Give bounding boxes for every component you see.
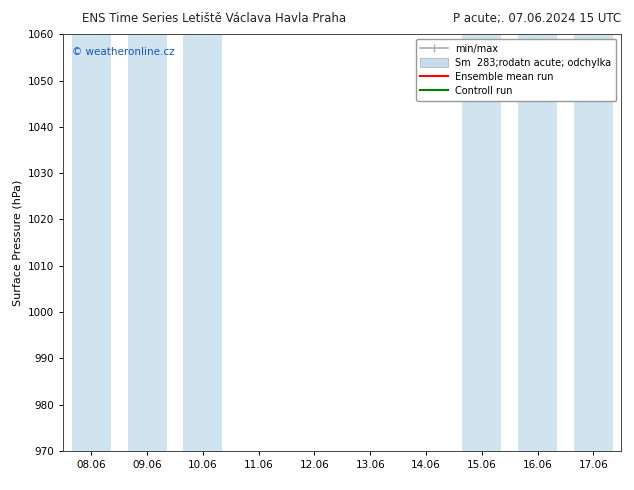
Bar	[183, 34, 223, 451]
Y-axis label: Surface Pressure (hPa): Surface Pressure (hPa)	[13, 179, 23, 306]
Bar	[518, 34, 557, 451]
Bar	[72, 34, 111, 451]
Bar	[127, 34, 167, 451]
Bar	[462, 34, 501, 451]
Text: ENS Time Series Letiště Václava Havla Praha: ENS Time Series Letiště Václava Havla Pr…	[82, 12, 347, 25]
Bar	[574, 34, 613, 451]
Text: P acute;. 07.06.2024 15 UTC: P acute;. 07.06.2024 15 UTC	[453, 12, 621, 25]
Legend: min/max, Sm  283;rodatn acute; odchylka, Ensemble mean run, Controll run: min/max, Sm 283;rodatn acute; odchylka, …	[416, 39, 616, 100]
Text: © weatheronline.cz: © weatheronline.cz	[72, 47, 174, 57]
